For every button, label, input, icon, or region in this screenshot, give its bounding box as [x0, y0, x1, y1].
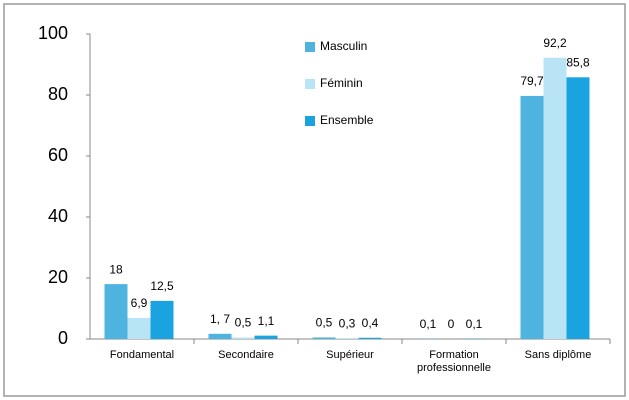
x-tick-label: Secondaire [218, 349, 274, 361]
value-label: 1,1 [258, 314, 275, 328]
value-label: 0 [448, 317, 455, 331]
y-tick-label: 20 [48, 267, 68, 287]
value-label: 0,5 [316, 316, 333, 330]
y-tick-label: 80 [48, 84, 68, 104]
legend-label: Masculin [320, 39, 367, 53]
y-tick-label: 100 [38, 23, 68, 43]
legend-label: Féminin [320, 76, 363, 90]
value-label: 0,3 [339, 316, 356, 330]
bar [358, 337, 382, 339]
value-label: 85,8 [566, 55, 590, 69]
bar [208, 333, 232, 339]
bar [520, 95, 544, 339]
value-label: 0,4 [362, 316, 379, 330]
value-label: 18 [109, 262, 123, 276]
x-tick-label: Fondamental [110, 349, 174, 361]
bar [231, 337, 255, 339]
value-label: 0,1 [420, 317, 437, 331]
value-label: 79,7 [520, 74, 544, 88]
value-label: 6,9 [131, 296, 148, 310]
bar [104, 284, 128, 339]
y-tick-label: 40 [48, 206, 68, 226]
legend-label: Ensemble [320, 113, 374, 127]
legend-swatch [305, 79, 315, 89]
bar [254, 335, 278, 339]
chart-frame [3, 3, 626, 397]
x-tick-label: Supérieur [326, 349, 374, 361]
y-tick-label: 60 [48, 145, 68, 165]
legend-swatch [305, 116, 315, 126]
x-tick-label: Sans diplôme [525, 349, 592, 361]
x-tick-label: Formation professionnelle [417, 349, 491, 374]
bar [150, 300, 174, 339]
value-label: 92,2 [543, 36, 567, 50]
bar [566, 77, 590, 339]
value-label: 1, 7 [210, 312, 230, 326]
value-label: 0,1 [466, 317, 483, 331]
legend-swatch [305, 42, 315, 52]
bar [127, 317, 151, 339]
bar [312, 337, 336, 339]
bar [543, 57, 567, 339]
value-label: 0,5 [235, 316, 252, 330]
value-label: 12,5 [150, 279, 174, 293]
y-tick-label: 0 [58, 328, 68, 348]
bar [335, 338, 359, 339]
